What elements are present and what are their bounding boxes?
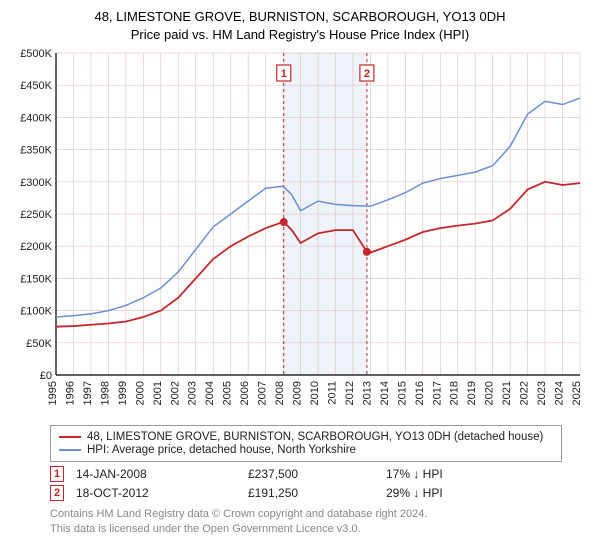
svg-text:2011: 2011 <box>326 381 338 405</box>
legend-box: 48, LIMESTONE GROVE, BURNISTON, SCARBORO… <box>50 425 562 462</box>
legend-swatch-property <box>59 436 81 438</box>
svg-text:£500K: £500K <box>20 48 52 60</box>
svg-text:2009: 2009 <box>292 381 304 405</box>
svg-text:1999: 1999 <box>117 381 129 405</box>
svg-text:£200K: £200K <box>20 241 52 253</box>
svg-text:£350K: £350K <box>20 145 52 157</box>
svg-text:£0: £0 <box>40 370 52 382</box>
marker-price-2: £191,250 <box>248 486 338 500</box>
svg-text:2003: 2003 <box>187 381 199 405</box>
svg-text:2004: 2004 <box>204 381 216 405</box>
svg-text:1998: 1998 <box>99 381 111 405</box>
svg-text:1: 1 <box>281 68 287 80</box>
svg-text:2008: 2008 <box>274 381 286 405</box>
footer-line-2: This data is licensed under the Open Gov… <box>50 522 588 537</box>
svg-text:1996: 1996 <box>64 381 76 405</box>
svg-text:2006: 2006 <box>239 381 251 405</box>
svg-text:2: 2 <box>364 68 370 80</box>
svg-text:1995: 1995 <box>47 381 59 405</box>
marker-row-1: 1 14-JAN-2008 £237,500 17% ↓ HPI <box>50 466 588 482</box>
legend-item-hpi: HPI: Average price, detached house, Nort… <box>59 444 553 456</box>
svg-text:£150K: £150K <box>20 273 52 285</box>
svg-text:2019: 2019 <box>466 381 478 405</box>
svg-text:2007: 2007 <box>257 381 269 405</box>
svg-text:2005: 2005 <box>222 381 234 405</box>
title-line-2: Price paid vs. HM Land Registry's House … <box>12 26 588 44</box>
marker-row-2: 2 18-OCT-2012 £191,250 29% ↓ HPI <box>50 485 588 501</box>
svg-text:£300K: £300K <box>20 177 52 189</box>
svg-text:2001: 2001 <box>152 381 164 405</box>
svg-text:2012: 2012 <box>344 381 356 405</box>
svg-text:£450K: £450K <box>20 80 52 92</box>
svg-text:2025: 2025 <box>571 381 583 405</box>
marker-date-1: 14-JAN-2008 <box>76 467 147 481</box>
marker-price-1: £237,500 <box>248 467 338 481</box>
svg-text:2020: 2020 <box>484 381 496 405</box>
marker-date-2: 18-OCT-2012 <box>76 486 149 500</box>
svg-text:2014: 2014 <box>379 381 391 405</box>
chart-container: 48, LIMESTONE GROVE, BURNISTON, SCARBORO… <box>0 0 600 543</box>
title-line-1: 48, LIMESTONE GROVE, BURNISTON, SCARBORO… <box>12 8 588 26</box>
svg-text:1997: 1997 <box>82 381 94 405</box>
svg-text:£50K: £50K <box>26 338 52 350</box>
svg-text:2023: 2023 <box>536 381 548 405</box>
svg-text:2013: 2013 <box>361 381 373 405</box>
marker-delta-1: 17% ↓ HPI <box>386 467 443 481</box>
legend-label-property: 48, LIMESTONE GROVE, BURNISTON, SCARBORO… <box>87 431 543 443</box>
marker-badge-1: 1 <box>50 466 64 482</box>
legend-swatch-hpi <box>59 449 81 451</box>
svg-text:2015: 2015 <box>396 381 408 405</box>
svg-text:2016: 2016 <box>414 381 426 405</box>
svg-text:2018: 2018 <box>449 381 461 405</box>
svg-text:2010: 2010 <box>309 381 321 405</box>
svg-text:2022: 2022 <box>519 381 531 405</box>
svg-text:£100K: £100K <box>20 306 52 318</box>
svg-text:2021: 2021 <box>501 381 513 405</box>
svg-text:2017: 2017 <box>431 381 443 405</box>
marker-delta-2: 29% ↓ HPI <box>386 486 443 500</box>
legend-item-property: 48, LIMESTONE GROVE, BURNISTON, SCARBORO… <box>59 431 553 443</box>
svg-text:£400K: £400K <box>20 112 52 124</box>
marker-badge-2: 2 <box>50 485 64 501</box>
legend-label-hpi: HPI: Average price, detached house, Nort… <box>87 444 356 456</box>
chart-plot-area: 1995 1996 1997 1998 1999 2000 2001 2002 2003 2004… <box>12 47 588 417</box>
svg-text:£250K: £250K <box>20 209 52 221</box>
line-chart-svg: 1995 1996 1997 1998 1999 2000 2001 2002 2003 2004… <box>12 47 588 417</box>
svg-text:2024: 2024 <box>554 381 566 405</box>
footer-line-1: Contains HM Land Registry data © Crown c… <box>50 507 588 522</box>
footer-note: Contains HM Land Registry data © Crown c… <box>50 507 588 537</box>
svg-text:2002: 2002 <box>169 381 181 405</box>
svg-text:2000: 2000 <box>134 381 146 405</box>
